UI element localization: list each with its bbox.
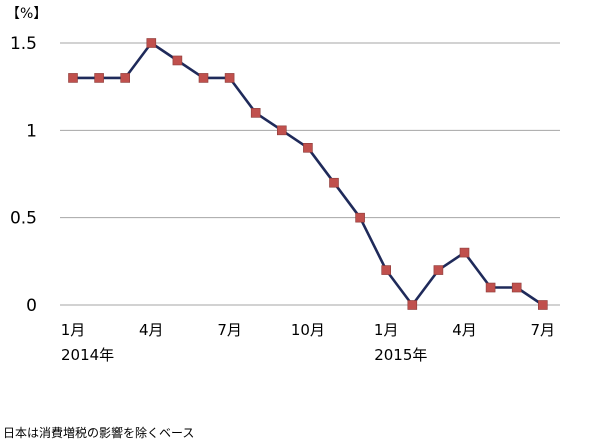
- y-axis-unit-label: 【%】: [6, 6, 47, 22]
- x-axis-tick-labels: 1月 4月 7月 10月 1月 4月 7月: [61, 321, 555, 339]
- data-point-marker: [407, 300, 418, 310]
- data-point-marker: [355, 212, 365, 223]
- y-axis-tick-labels: 0 0.5 1 1.5: [10, 34, 37, 316]
- data-point-marker: [94, 73, 104, 83]
- data-point-marker: [224, 73, 235, 83]
- y-tick-label: 0.5: [10, 209, 37, 229]
- data-point-marker: [459, 247, 470, 258]
- data-point-marker: [329, 177, 339, 188]
- data-point-marker: [250, 108, 261, 118]
- x-tick-label: 10月: [291, 321, 325, 339]
- data-point-marker: [485, 282, 496, 293]
- data-point-marker: [381, 265, 392, 275]
- data-point-marker: [511, 282, 522, 293]
- data-point-marker: [146, 38, 157, 48]
- y-tick-label: 0: [26, 296, 37, 316]
- data-point-marker: [68, 73, 78, 83]
- x-tick-label: 7月: [217, 321, 242, 339]
- x-axis-year-labels: 2014年 2015年: [61, 346, 427, 364]
- year-label: 2014年: [61, 346, 114, 364]
- x-tick-label: 1月: [374, 321, 399, 339]
- series-line: [73, 41, 544, 307]
- data-point-marker: [303, 143, 313, 153]
- data-point-marker: [276, 125, 287, 136]
- data-point-marker: [198, 73, 209, 83]
- year-label: 2015年: [374, 346, 427, 364]
- gridlines: [60, 42, 560, 306]
- y-tick-label: 1.5: [10, 34, 37, 54]
- x-tick-label: 7月: [531, 321, 556, 339]
- footnote: 日本は消費増税の影響を除くベース: [3, 425, 194, 440]
- x-tick-label: 1月: [61, 321, 86, 339]
- data-point-marker: [433, 265, 444, 275]
- markers: [68, 38, 548, 310]
- data-point-marker: [537, 300, 548, 310]
- x-tick-label: 4月: [139, 321, 164, 339]
- series-group: [73, 41, 544, 307]
- data-point-marker: [120, 73, 130, 83]
- y-tick-label: 1: [26, 121, 37, 141]
- data-point-marker: [172, 55, 183, 66]
- x-tick-label: 4月: [452, 321, 477, 339]
